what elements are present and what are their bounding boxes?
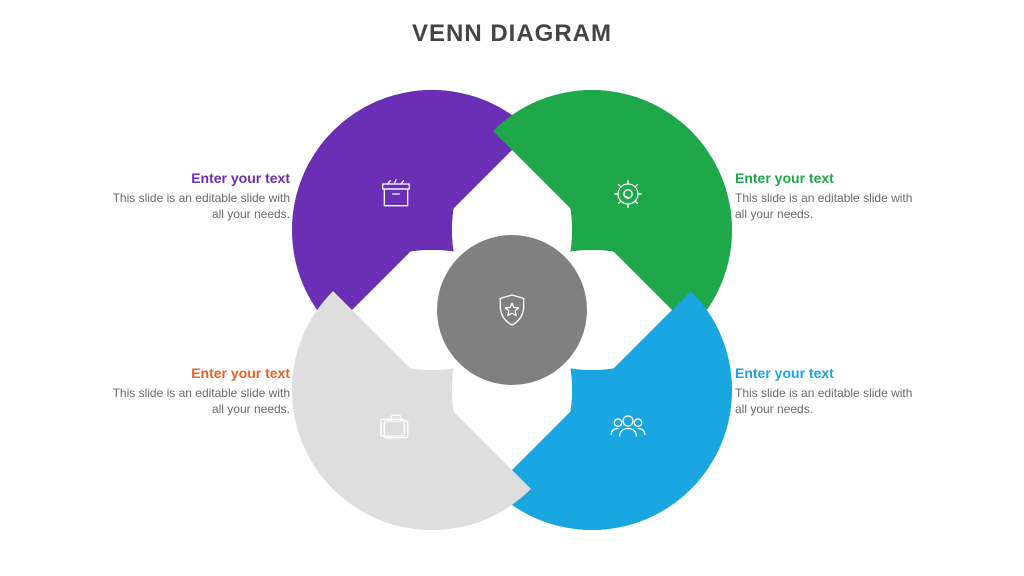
briefcase-icon [376,406,416,446]
venn-center [437,235,587,385]
page: VENN DIAGRAM Enter your text This slide … [0,0,1024,576]
gear-icon [608,174,648,214]
page-title-text: VENN DIAGRAM [412,20,612,47]
label-top-right-body: This slide is an editable slide with all… [735,190,925,222]
label-bottom-left-body: This slide is an editable slide with all… [100,385,290,417]
box-icon [376,174,416,214]
label-top-left-heading: Enter your text [100,170,290,186]
shield-star-icon [486,284,538,336]
label-top-left: Enter your text This slide is an editabl… [100,170,290,222]
people-icon [608,406,648,446]
label-top-right-heading: Enter your text [735,170,925,186]
label-bottom-right-heading: Enter your text [735,365,925,381]
venn-diagram [292,90,732,530]
label-bottom-left-heading: Enter your text [100,365,290,381]
label-bottom-left: Enter your text This slide is an editabl… [100,365,290,417]
label-top-right: Enter your text This slide is an editabl… [735,170,925,222]
page-title: VENN DIAGRAM [0,20,1024,48]
label-top-left-body: This slide is an editable slide with all… [100,190,290,222]
label-bottom-right-body: This slide is an editable slide with all… [735,385,925,417]
label-bottom-right: Enter your text This slide is an editabl… [735,365,925,417]
